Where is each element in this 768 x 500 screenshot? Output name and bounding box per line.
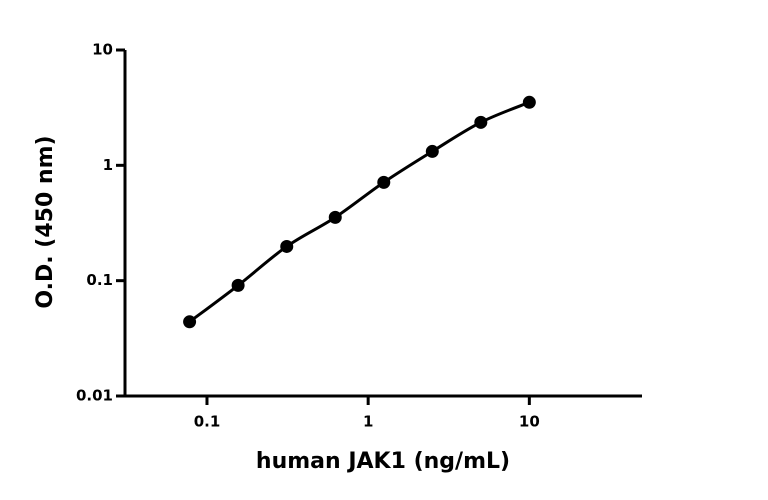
data-point — [183, 315, 197, 329]
y-tick-label: 1 — [103, 156, 113, 174]
x-axis-title: human JAK1 (ng/mL) — [256, 449, 510, 474]
data-point — [425, 144, 439, 158]
data-point — [280, 239, 294, 253]
y-tick-label: 10 — [92, 41, 113, 59]
data-point — [328, 210, 342, 224]
y-tick-label: 0.1 — [86, 271, 113, 289]
x-tick-label: 0.1 — [194, 413, 221, 431]
y-axis-title: O.D. (450 nm) — [33, 135, 58, 308]
y-tick-label: 0.01 — [76, 387, 113, 405]
x-tick-label: 10 — [519, 413, 540, 431]
data-point — [474, 115, 488, 129]
x-tick-label: 1 — [363, 413, 373, 431]
data-point — [231, 278, 245, 292]
data-point — [377, 175, 391, 189]
data-point — [522, 95, 536, 109]
